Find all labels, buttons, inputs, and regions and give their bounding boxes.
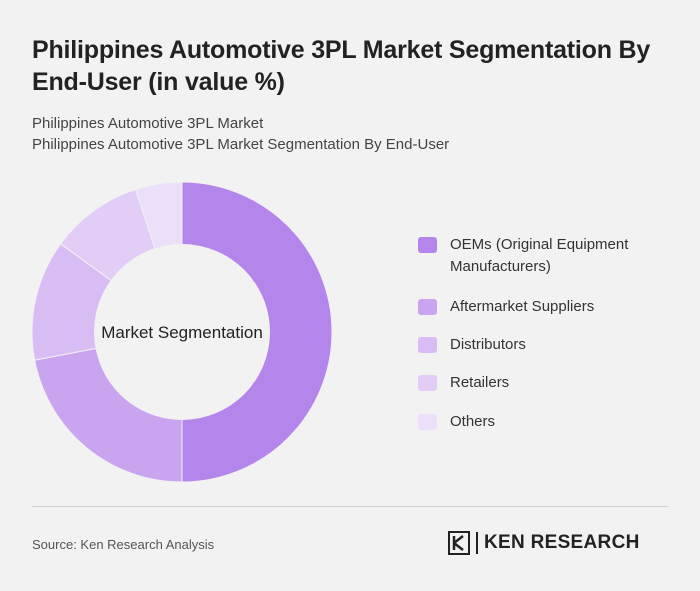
- subtitle-line-2: Philippines Automotive 3PL Market Segmen…: [32, 136, 450, 153]
- center-label: Market Segmentation: [101, 323, 263, 342]
- legend-item: Retailers: [418, 372, 670, 394]
- subtitle-line-1: Philippines Automotive 3PL Market: [32, 115, 264, 132]
- legend-swatch: [418, 414, 437, 430]
- logo-icon: [448, 531, 470, 555]
- donut-hole: [94, 244, 270, 420]
- donut-chart: Market Segmentation: [31, 181, 333, 483]
- legend-swatch: [418, 299, 437, 315]
- legend-label: Retailers: [450, 374, 510, 391]
- ken-research-logo: KEN RESEARCH: [448, 531, 640, 555]
- legend-label: Aftermarket Suppliers: [450, 298, 595, 315]
- logo-text: KEN RESEARCH: [484, 532, 640, 553]
- legend-swatch: [418, 375, 437, 391]
- legend-swatch: [418, 337, 437, 353]
- legend-label: Distributors: [450, 336, 526, 353]
- logo-divider: [476, 532, 478, 554]
- source-note: Source: Ken Research Analysis: [32, 537, 215, 552]
- legend-item: Distributors: [418, 334, 670, 356]
- legend-swatch: [418, 237, 437, 253]
- legend-item: Aftermarket Suppliers: [418, 296, 670, 318]
- legend-item: OEMs (Original Equipment Manufacturers): [418, 234, 670, 278]
- chart-title: Philippines Automotive 3PL Market Segmen…: [32, 36, 651, 96]
- chart-subtitle: Philippines Automotive 3PL Market Philip…: [32, 113, 449, 155]
- legend-label: Others: [450, 413, 496, 430]
- legend-item: Others: [418, 411, 670, 433]
- footer-divider: [32, 506, 668, 507]
- legend-label: OEMs (Original Equipment Manufacturers): [450, 236, 629, 275]
